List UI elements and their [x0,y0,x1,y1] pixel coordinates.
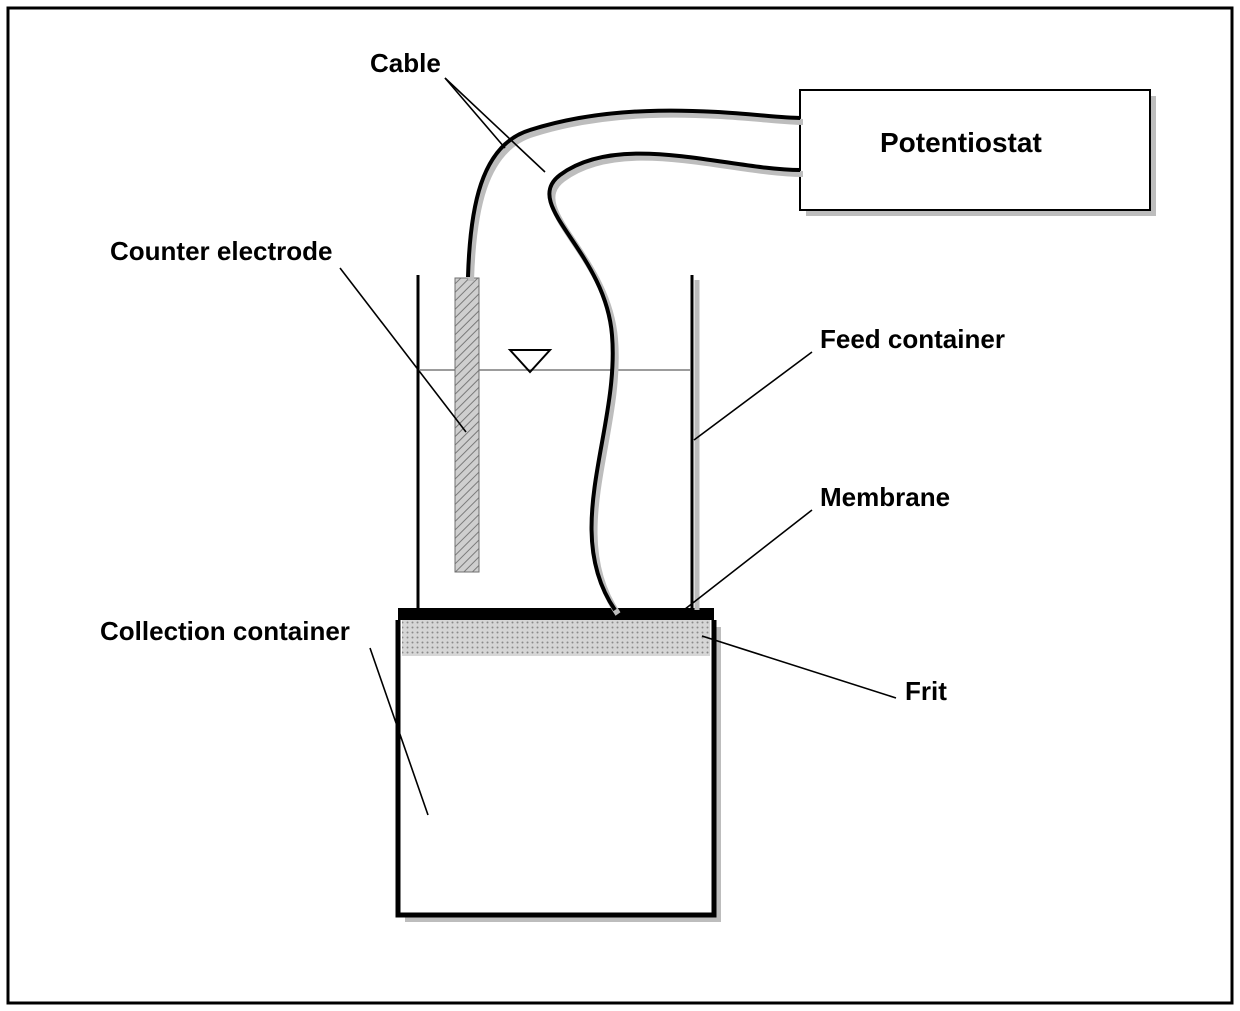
potentiostat-label: Potentiostat [880,127,1042,158]
membrane-bar [398,608,714,620]
frit-label: Frit [905,676,947,706]
diagram-canvas: Cable Potentiostat Counter electrode Feed c… [0,0,1240,1011]
membrane-label: Membrane [820,482,950,512]
cable-label: Cable [370,48,441,78]
counter-electrode-rod [455,278,479,572]
feed-container-label: Feed container [820,324,1005,354]
frit-bar [402,620,710,656]
collection-container-label: Collection container [100,616,350,646]
counter-electrode-label: Counter electrode [110,236,333,266]
